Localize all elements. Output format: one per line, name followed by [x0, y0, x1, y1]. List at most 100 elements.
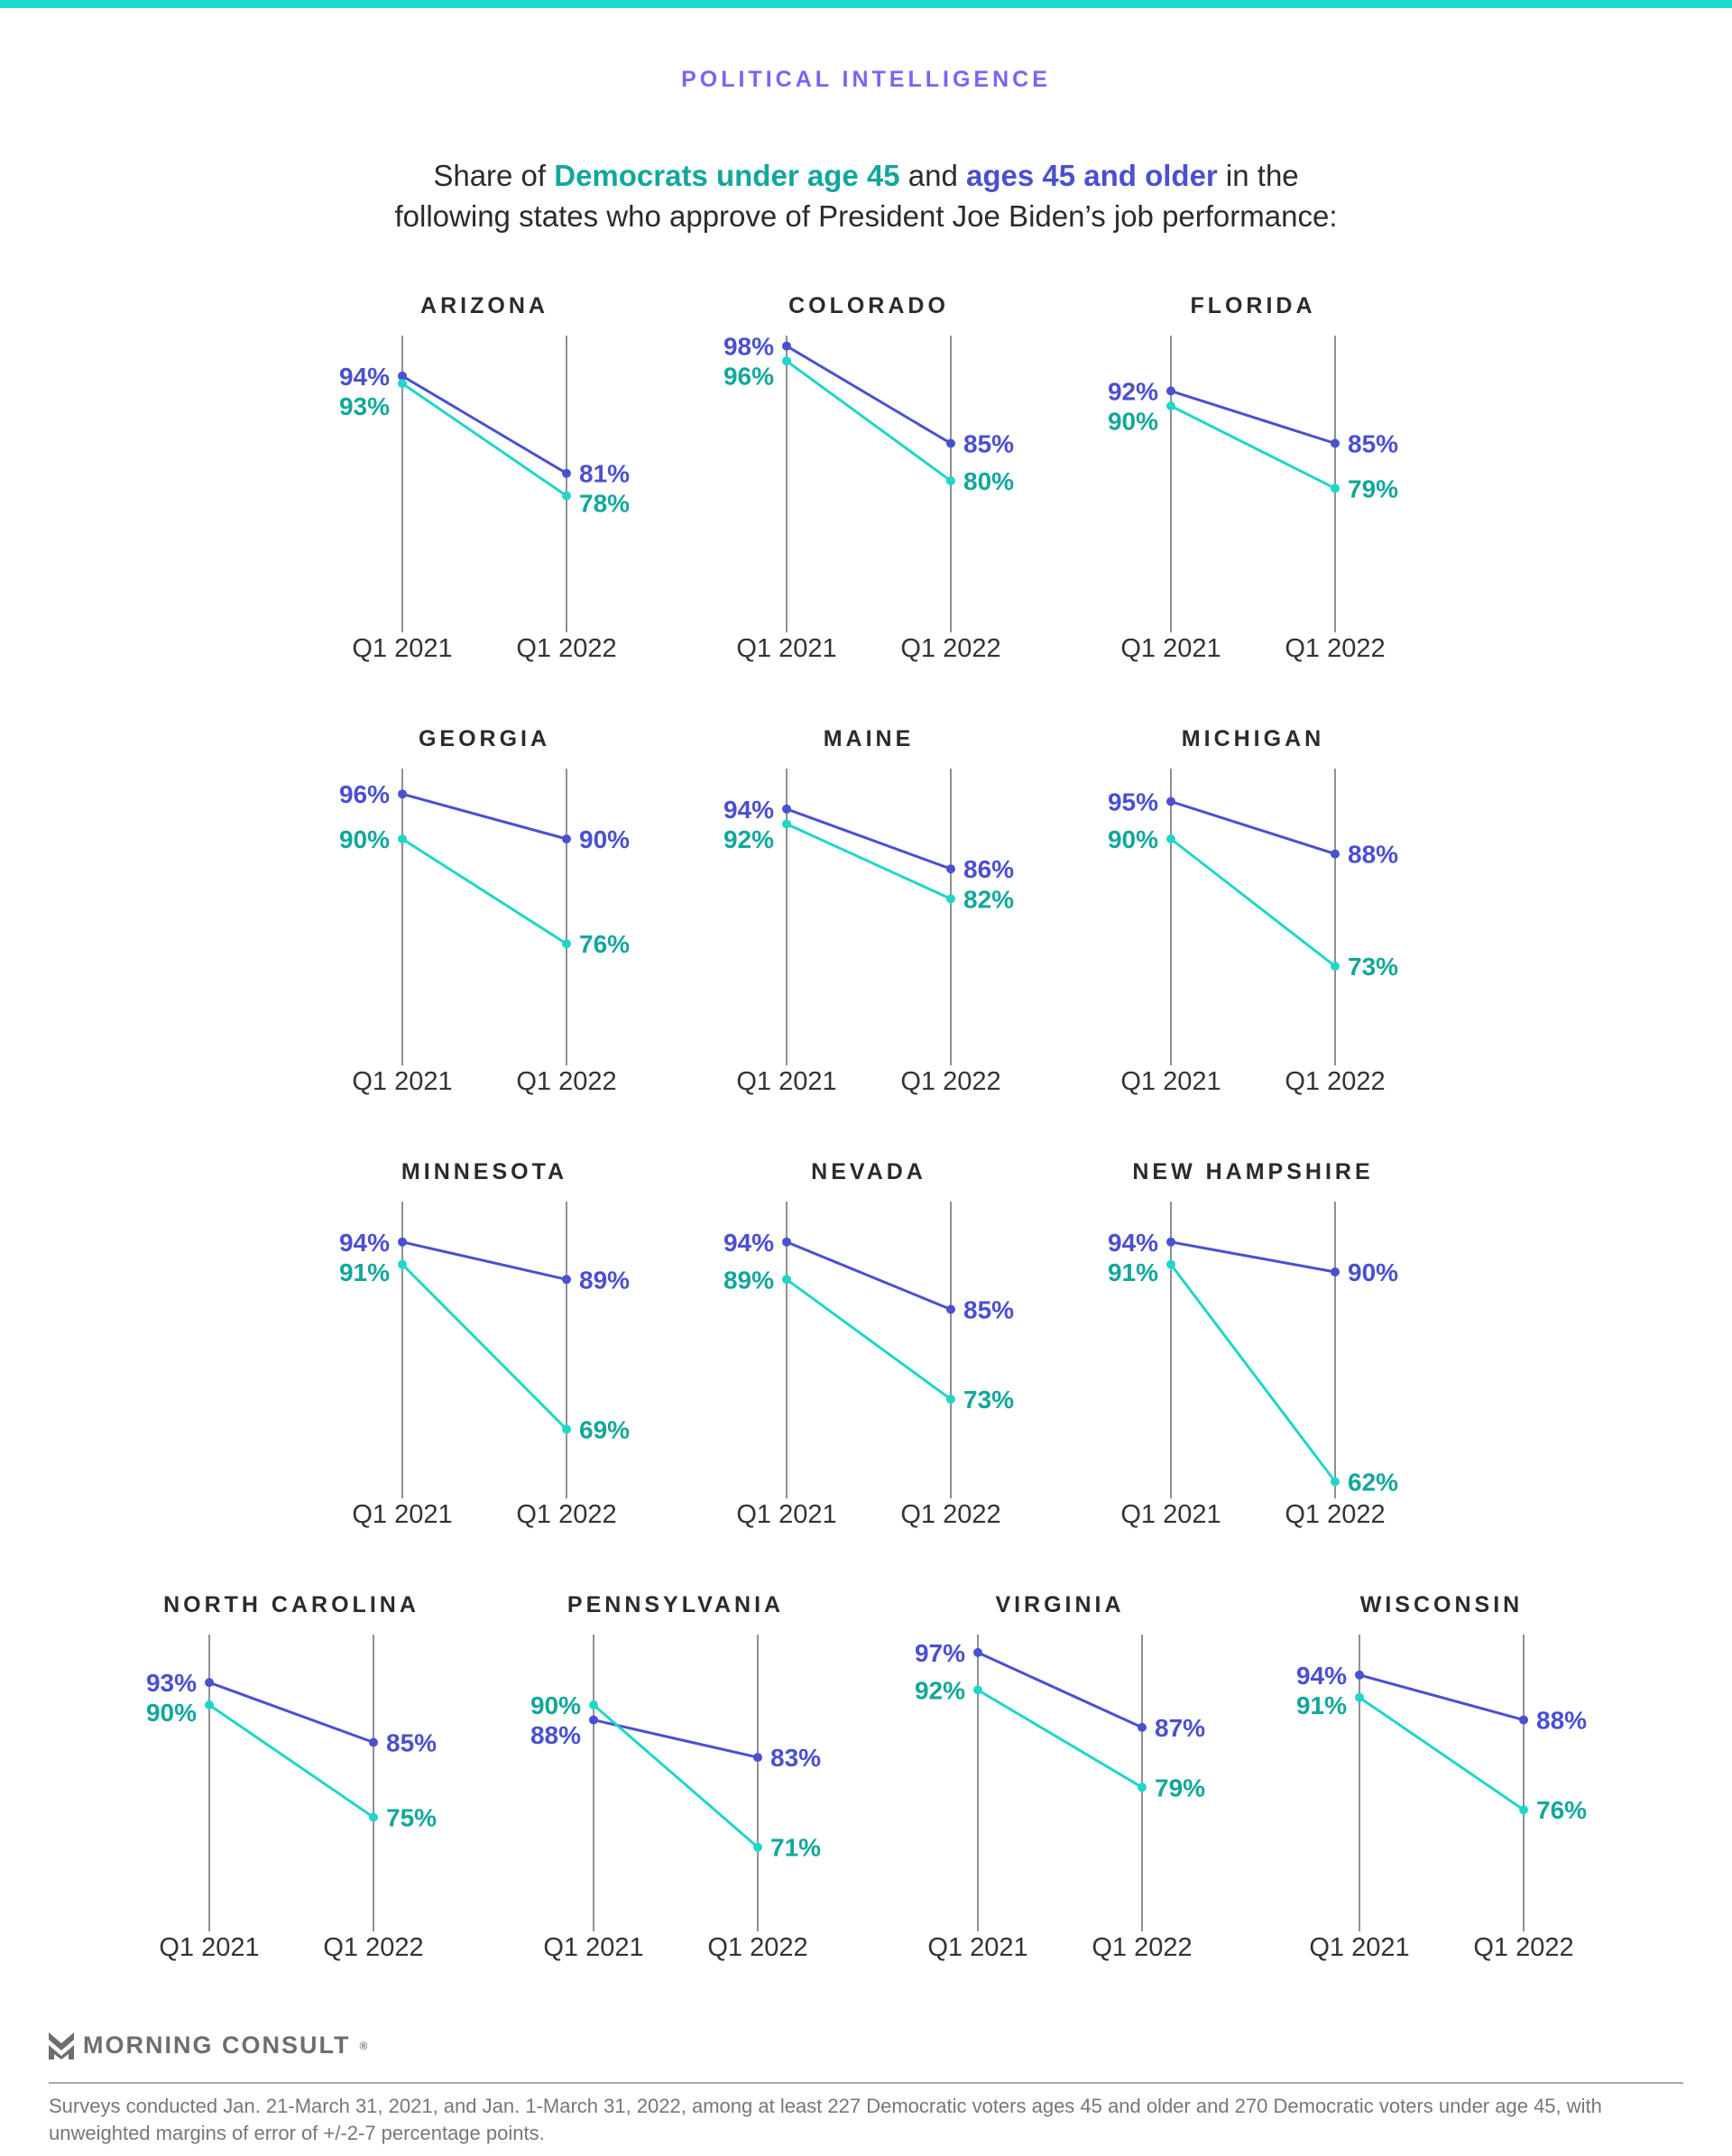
state-panel: WISCONSIN Q1 2021 Q1 2022 94%91% 88% 76%	[1296, 1592, 1587, 1962]
x-tick-label: Q1 2021	[543, 1933, 643, 1962]
x-tick-label: Q1 2021	[1120, 1500, 1221, 1529]
data-label-older: 81%	[579, 460, 630, 488]
data-point-older	[1331, 1267, 1340, 1276]
state-title: NEW HAMPSHIRE	[1132, 1159, 1373, 1184]
data-point-older	[562, 1275, 571, 1285]
data-label-under45: 69%	[579, 1415, 630, 1443]
state-panel: ARIZONA Q1 2021 Q1 2022 94%93% 81%78%	[339, 293, 630, 663]
x-tick-label: Q1 2022	[1285, 1500, 1385, 1529]
data-point-older	[398, 371, 407, 381]
series-line-under45	[401, 382, 567, 497]
x-tick-label: Q1 2021	[352, 1067, 452, 1096]
state-panel: NEVADA Q1 2021 Q1 2022 94% 89% 85% 73%	[723, 1159, 1014, 1529]
data-point-under45	[782, 1275, 791, 1285]
x-tick-label: Q1 2022	[900, 1067, 1000, 1096]
state-panel: VIRGINIA Q1 2021 Q1 2022 97% 92% 87% 79%	[915, 1592, 1205, 1962]
data-label-older: 94%	[723, 796, 774, 824]
state-title: PENNSYLVANIA	[567, 1592, 784, 1617]
x-tick-label: Q1 2022	[1473, 1933, 1573, 1962]
data-point-older	[973, 1647, 982, 1657]
data-point-under45	[398, 379, 407, 389]
x-tick-label: Q1 2021	[736, 1500, 836, 1529]
series-line-older	[1170, 1240, 1336, 1274]
x-tick-label: Q1 2022	[1285, 634, 1385, 663]
data-point-older	[205, 1678, 214, 1688]
state-title: ARIZONA	[420, 293, 548, 318]
data-point-under45	[1331, 962, 1340, 972]
data-point-older	[782, 804, 791, 814]
logo-text: MORNING CONSULT	[83, 2032, 351, 2059]
data-label-under45: 79%	[1348, 475, 1398, 502]
data-label-under45: 89%	[723, 1266, 774, 1294]
data-point-under45	[369, 1812, 378, 1822]
series-line-older	[786, 807, 952, 871]
data-point-older	[782, 341, 791, 351]
data-label-older: 94%	[1108, 1229, 1158, 1257]
data-label-under45: 76%	[1536, 1796, 1587, 1824]
data-label-older: 90%	[579, 825, 630, 853]
data-label-older: 83%	[770, 1744, 821, 1772]
data-point-older	[562, 834, 571, 843]
x-tick-label: Q1 2021	[1120, 1067, 1221, 1096]
title-line2: following states who approve of Presiden…	[394, 199, 1338, 233]
data-label-older: 85%	[1348, 430, 1398, 458]
x-tick-label: Q1 2022	[516, 1067, 616, 1096]
state-panel: NEW HAMPSHIRE Q1 2021 Q1 2022 94%91% 90% 62%	[1108, 1159, 1398, 1529]
x-tick-label: Q1 2021	[927, 1933, 1027, 1962]
series-line-older	[401, 792, 567, 841]
state-title: GEORGIA	[419, 726, 550, 751]
data-label-under45: 62%	[1348, 1468, 1398, 1496]
state-panel: FLORIDA Q1 2021 Q1 2022 92%90% 85% 79%	[1108, 293, 1398, 663]
data-point-older	[1331, 849, 1340, 859]
data-point-older	[1138, 1722, 1147, 1732]
data-point-under45	[1166, 834, 1175, 843]
data-label-under45: 79%	[1155, 1774, 1205, 1801]
data-point-older	[1166, 1237, 1175, 1247]
state-title: MINNESOTA	[401, 1159, 567, 1184]
data-label-older: 94%	[339, 1229, 390, 1257]
data-point-under45	[946, 476, 955, 485]
top-accent-bar	[0, 0, 1732, 8]
state-title: VIRGINIA	[995, 1592, 1124, 1617]
state-title: MAINE	[824, 726, 915, 751]
state-panel: NORTH CAROLINA Q1 2021 Q1 2022 93%90% 85% 75%	[146, 1592, 437, 1962]
data-label-under45: 90%	[1108, 825, 1158, 853]
series-line-older	[1359, 1673, 1525, 1722]
series-line-under45	[786, 359, 952, 483]
series-line-under45	[977, 1689, 1143, 1789]
data-point-under45	[1166, 401, 1175, 410]
series-line-older	[401, 374, 567, 475]
data-point-older	[1331, 438, 1340, 448]
data-label-older: 95%	[1108, 788, 1158, 816]
footnote: Surveys conducted Jan. 21-March 31, 2021…	[49, 2095, 1602, 2144]
x-tick-label: Q1 2021	[352, 634, 452, 663]
series-line-older	[401, 1240, 567, 1281]
x-tick-label: Q1 2022	[1285, 1067, 1385, 1096]
data-label-under45: 71%	[770, 1834, 821, 1862]
data-point-older	[562, 468, 571, 478]
title-older: ages 45 and older	[965, 159, 1218, 192]
x-tick-label: Q1 2022	[1092, 1933, 1192, 1962]
data-point-under45	[973, 1685, 982, 1695]
data-label-under45: 76%	[579, 930, 630, 958]
data-point-under45	[1331, 1477, 1340, 1487]
data-point-under45	[782, 819, 791, 829]
title-part: Share of	[433, 159, 555, 192]
data-label-under45: 73%	[963, 1386, 1014, 1414]
data-label-older: 94%	[339, 363, 390, 391]
data-point-older	[946, 438, 955, 448]
series-line-under45	[401, 1263, 568, 1431]
state-panel: COLORADO Q1 2021 Q1 2022 98%96% 85% 80%	[723, 293, 1014, 663]
series-line-older	[786, 345, 952, 445]
series-line-older	[977, 1651, 1143, 1729]
data-point-older	[369, 1737, 378, 1747]
state-title: FLORIDA	[1190, 293, 1315, 318]
series-line-under45	[401, 837, 567, 945]
data-label-under45: 75%	[386, 1804, 437, 1832]
data-label-older: 93%	[146, 1669, 197, 1697]
series-line-under45	[786, 1278, 952, 1401]
series-line-older	[786, 1240, 952, 1311]
chart-title: Share of Democrats under age 45 and ages…	[0, 155, 1732, 236]
x-tick-label: Q1 2022	[516, 634, 616, 663]
data-point-under45	[562, 1424, 571, 1434]
